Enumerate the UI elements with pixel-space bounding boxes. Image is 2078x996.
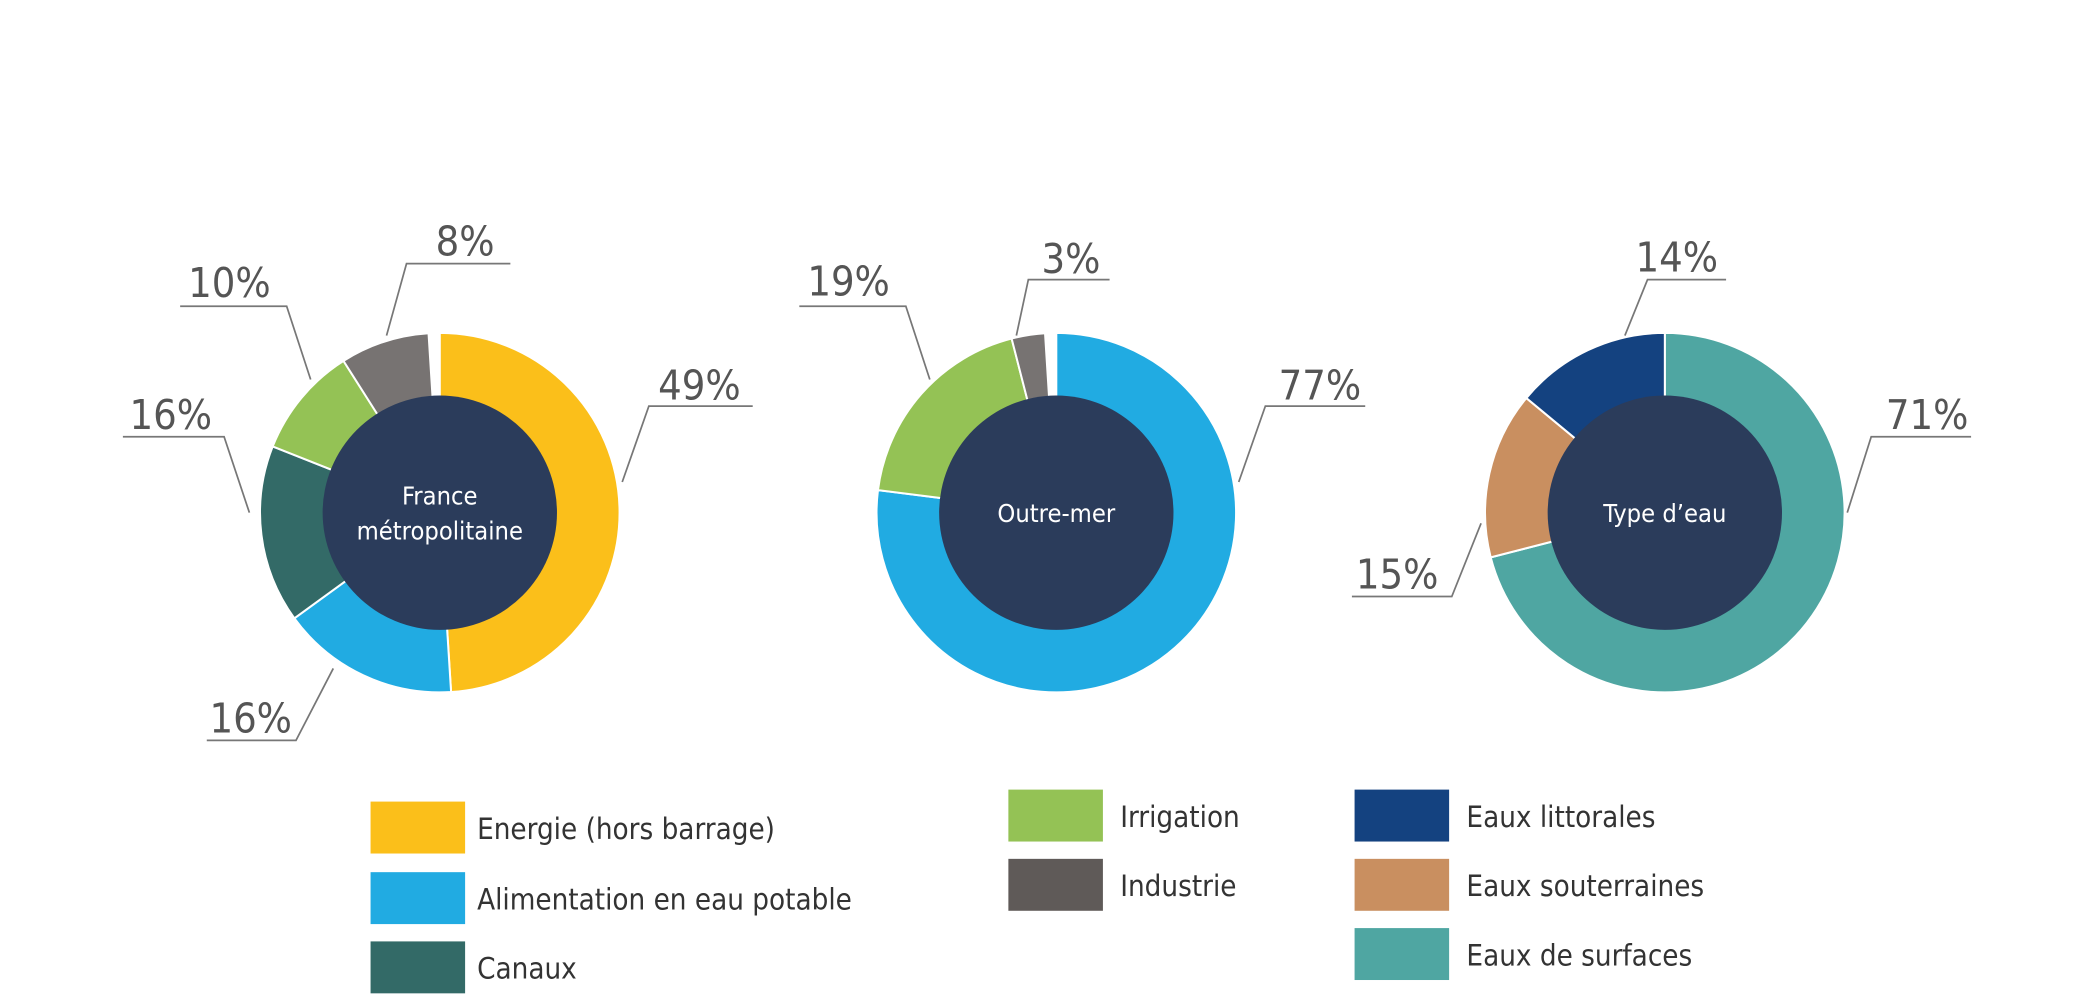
leader-line [1846, 435, 1972, 513]
data-label: 8% [436, 218, 495, 266]
donut-title: Outre-mer [997, 499, 1115, 528]
legend-swatch [1354, 789, 1450, 842]
legend-item-eaux-de-surfaces: Eaux de surfaces [1354, 928, 1692, 981]
leader-line [180, 305, 312, 380]
legend-label: Industrie [1120, 869, 1236, 903]
legend-swatch [1008, 858, 1103, 911]
donut-outre-mer: 77% 19% 3% Outre-mer [799, 235, 1366, 694]
data-label: 15% [1356, 551, 1439, 599]
legend-item-eaux-littorales: Eaux littorales [1354, 789, 1655, 842]
leader-line [1015, 278, 1110, 336]
legend-item-eaux-souterraines: Eaux souterraines [1354, 858, 1704, 911]
leader-line [799, 305, 931, 380]
data-label: 49% [658, 361, 741, 409]
legend: Energie (hors barrage) Alimentation en ea… [370, 789, 1704, 994]
donut-france-metropolitaine: 49% 16% 16% 10% 8% France métropolitaine [122, 218, 753, 742]
leader-line [1237, 405, 1366, 483]
legend-swatch [370, 941, 466, 994]
donut-center [322, 395, 557, 630]
data-label: 10% [188, 259, 271, 307]
donut-center [1547, 395, 1783, 630]
legend-label: Eaux souterraines [1466, 869, 1704, 903]
leader-line [1624, 278, 1727, 336]
donut-title: Type d’eau [1602, 499, 1726, 528]
legend-label: Energie (hors barrage) [477, 812, 775, 846]
leader-line [621, 405, 753, 483]
legend-item-industrie: Industrie [1008, 858, 1237, 911]
donut-title: métropolitaine [357, 516, 523, 545]
legend-swatch [1008, 789, 1103, 842]
data-label: 77% [1279, 361, 1362, 409]
legend-item-canaux: Canaux [370, 941, 577, 994]
legend-swatch [1354, 858, 1450, 911]
data-label: 16% [209, 694, 292, 742]
leader-line [385, 262, 511, 336]
data-label: 71% [1886, 391, 1969, 439]
legend-swatch [1354, 928, 1450, 981]
legend-item-energie-hors-barrage: Energie (hors barrage) [370, 801, 775, 854]
legend-label: Alimentation en eau potable [477, 882, 852, 916]
data-label: 3% [1042, 235, 1101, 283]
donut-center [939, 395, 1174, 630]
legend-label: Eaux de surfaces [1466, 938, 1692, 972]
leader-line [122, 435, 251, 513]
legend-label: Eaux littorales [1466, 800, 1655, 834]
legend-swatch [370, 801, 466, 854]
leader-line [1351, 522, 1482, 598]
legend-item-irrigation: Irrigation [1008, 789, 1240, 842]
slice-alimentation-en-eau-potable [875, 331, 1238, 694]
data-label: 16% [130, 391, 213, 439]
legend-label: Canaux [477, 952, 577, 986]
donut-type-d-eau: 71% 15% 14% Type d’eau [1351, 234, 1972, 694]
leader-line [206, 668, 335, 742]
data-label: 14% [1636, 234, 1719, 282]
data-label: 19% [807, 258, 890, 306]
donut-title: France [402, 482, 477, 511]
legend-item-alimentation-en-eau-potable: Alimentation en eau potable [370, 872, 852, 925]
legend-label: Irrigation [1120, 800, 1240, 834]
legend-swatch [370, 872, 466, 925]
